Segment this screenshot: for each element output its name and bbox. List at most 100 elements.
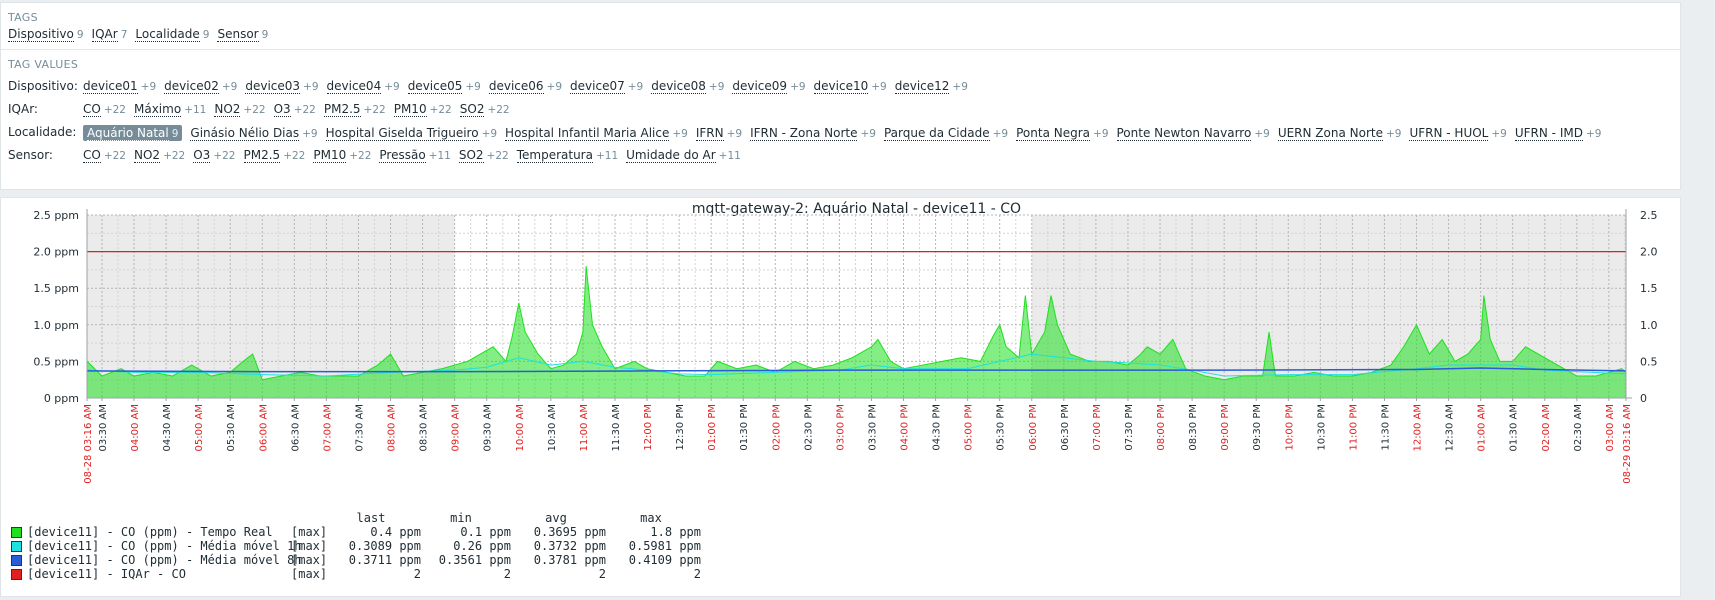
tag-localidade[interactable]: Localidade 9 (135, 27, 209, 42)
tag-count: +22 (363, 104, 386, 116)
tag-dispositivo[interactable]: Dispositivo 9 (8, 27, 84, 42)
tag-value-item[interactable]: CO +22 (83, 148, 126, 163)
tag-value-item[interactable]: UERN Zona Norte +9 (1277, 126, 1401, 141)
tag-value-item[interactable]: Ponte Newton Navarro +9 (1116, 126, 1270, 141)
x-tick-label: 12:00 AM (1413, 404, 1424, 451)
legend-avg: 0.3695 ppm (533, 525, 606, 539)
x-tick-label: 04:30 PM (932, 404, 943, 451)
tag-name: device01 (83, 79, 138, 94)
tag-name: device04 (326, 79, 382, 94)
tag-value-item[interactable]: Ginásio Nélio Dias +9 (190, 126, 318, 141)
tag-value-item[interactable]: device09 +9 (732, 79, 806, 94)
tag-value-item[interactable]: device02 +9 (164, 79, 238, 94)
tag-value-item[interactable]: PM10 +22 (393, 102, 452, 117)
tag-count: +9 (627, 81, 644, 93)
tag-count: +22 (163, 150, 186, 162)
x-tick-label: 03:30 AM (98, 404, 109, 451)
y-tick-label-right: 0 (1640, 392, 1647, 405)
tag-count: +9 (1585, 128, 1602, 140)
tag-name: Hospital Infantil Maria Alice (505, 126, 670, 141)
tag-value-item[interactable]: O3 +22 (193, 148, 236, 163)
x-tick-label: 10:30 PM (1316, 404, 1327, 451)
legend-min: 0.26 ppm (453, 539, 511, 553)
tag-value-item[interactable]: device01 +9 (83, 79, 156, 94)
tag-value-item[interactable]: Aquário Natal 9 (83, 125, 183, 141)
tag-count: +9 (481, 128, 498, 140)
y-tick-label: 1.0 ppm (33, 319, 79, 332)
tag-value-item[interactable]: PM2.5 +22 (323, 102, 386, 117)
tag-value-item[interactable]: IFRN - Zona Norte +9 (750, 126, 876, 141)
tag-value-item[interactable]: device06 +9 (488, 79, 563, 94)
tag-count: +9 (1254, 128, 1270, 140)
x-tick-label: 02:30 PM (803, 404, 814, 451)
tag-count: +9 (726, 128, 743, 140)
tag-name: PM2.5 (243, 148, 281, 163)
tag-count: +9 (384, 81, 400, 93)
tag-value-item[interactable]: device12 +9 (894, 79, 968, 94)
tag-value-item[interactable]: SO2 +22 (459, 102, 510, 117)
tag-name: NO2 (134, 148, 161, 163)
tag-value-item[interactable]: CO +22 (83, 102, 126, 117)
tag-value-item[interactable]: Temperatura +11 (516, 148, 618, 163)
x-tick-label: 08:00 AM (387, 404, 398, 451)
tag-value-item[interactable]: PM10 +22 (313, 148, 372, 163)
legend-fn: [max] (291, 525, 328, 539)
tag-count: +22 (349, 150, 372, 162)
tag-value-item[interactable]: device08 +9 (651, 79, 724, 94)
tag-name: device03 (245, 79, 301, 94)
tag-count: +22 (283, 150, 306, 162)
tag-value-item[interactable]: device05 +9 (407, 79, 481, 94)
tag-value-item[interactable]: NO2 +22 (214, 102, 266, 117)
tag-name: Sensor (217, 27, 259, 42)
chart-title: mqtt-gateway-2: Aquário Natal - device11… (692, 201, 1021, 217)
tag-value-item[interactable]: NO2 +22 (134, 148, 186, 163)
tag-count: +9 (221, 81, 238, 93)
x-tick-label: 01:30 AM (1509, 404, 1520, 451)
tag-value-item[interactable]: device04 +9 (326, 79, 400, 94)
tag-sensor[interactable]: Sensor 9 (217, 27, 268, 42)
tag-value-item[interactable]: Hospital Infantil Maria Alice +9 (505, 126, 688, 141)
legend-head-max: max (640, 511, 662, 525)
tag-value-item[interactable]: Pressão +11 (379, 148, 451, 163)
graph-panel: mqtt-gateway-2: Aquário Natal - device11… (0, 197, 1681, 597)
tag-value-item[interactable]: device10 +9 (813, 79, 887, 94)
tag-name: Umidade do Ar (626, 148, 716, 163)
tag-name: Localidade (135, 27, 200, 42)
x-tick-label: 11:30 PM (1380, 404, 1391, 451)
tag-value-item[interactable]: device07 +9 (570, 79, 644, 94)
tag-name: IQAr (91, 27, 118, 42)
tag-value-item[interactable]: IFRN +9 (695, 126, 743, 141)
tag-value-item[interactable]: Máximo +11 (134, 102, 206, 117)
tags-list: Dispositivo 9 IQAr 7 Localidade 9 Sensor 9 (8, 27, 276, 42)
tag-name: device08 (651, 79, 706, 94)
tag-value-item[interactable]: Parque da Cidade +9 (883, 126, 1008, 141)
x-tick-label: 05:30 PM (996, 404, 1007, 451)
tag-iqar[interactable]: IQAr 7 (91, 27, 127, 42)
tag-value-item[interactable]: Umidade do Ar +11 (626, 148, 741, 163)
tag-count: +9 (546, 81, 563, 93)
x-tick-label: 09:00 AM (451, 404, 462, 451)
x-tick-label: 10:00 PM (1284, 404, 1295, 451)
legend-name: [device11] - IQAr - CO (27, 567, 186, 581)
legend-head-avg: avg (545, 511, 567, 525)
x-tick-label: 08:00 PM (1156, 404, 1167, 451)
legend-fn: [max] (291, 567, 328, 581)
tag-value-item[interactable]: UFRN - HUOL +9 (1409, 126, 1507, 141)
tag-value-item[interactable]: UFRN - IMD +9 (1514, 126, 1602, 141)
tag-count: +22 (103, 104, 126, 116)
legend-max: 1.8 ppm (650, 525, 701, 539)
tag-value-item[interactable]: PM2.5 +22 (243, 148, 306, 163)
tag-value-item[interactable]: SO2 +22 (458, 148, 509, 163)
tag-count: +22 (243, 104, 266, 116)
tag-value-item[interactable]: device03 +9 (245, 79, 319, 94)
tag-value-item[interactable]: Ponta Negra +9 (1016, 126, 1109, 141)
x-tick-label: 03:30 PM (867, 404, 878, 451)
tag-count: +22 (486, 150, 509, 162)
tag-name: Ponte Newton Navarro (1116, 126, 1252, 141)
tag-value-item[interactable]: Hospital Giselda Trigueiro +9 (325, 126, 498, 141)
legend-fn: [max] (291, 539, 328, 553)
tag-value-row: CO +22 Máximo +11 NO2 +22 O3 +22 PM2.5 +22 PM10 +22… (83, 102, 518, 117)
tag-count: 9 (171, 128, 179, 140)
tag-count: +22 (293, 104, 316, 116)
tag-value-item[interactable]: O3 +22 (273, 102, 316, 117)
